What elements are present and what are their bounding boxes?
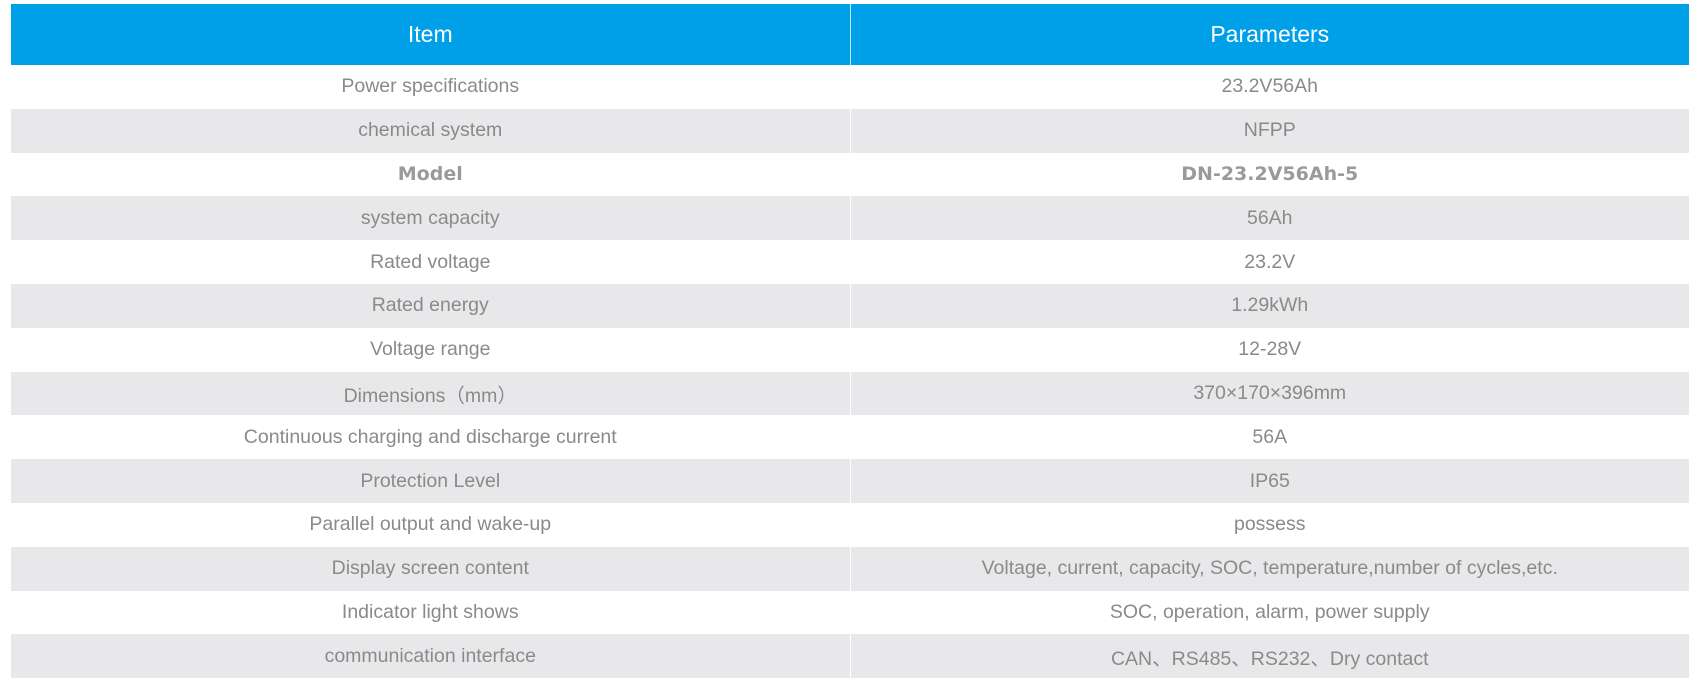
parameter-cell: DN-23.2V56Ah-5 xyxy=(849,152,1689,197)
table-row: Rated energy 1.29kWh xyxy=(11,283,1689,328)
parameter-cell: 56A xyxy=(849,415,1689,460)
parameter-cell: 1.29kWh xyxy=(849,283,1689,328)
item-cell: Parallel output and wake-up xyxy=(309,513,552,536)
item-cell: Rated energy xyxy=(11,283,850,328)
table-row: Rated voltage 23.2V xyxy=(11,240,1689,284)
item-cell: Indicator light shows xyxy=(341,600,519,623)
spec-table: Item Parameters Power specifications 23.2… xyxy=(11,4,1689,679)
table-row: Voltage range 12-28V xyxy=(11,327,1689,372)
item-cell: Power specifications xyxy=(341,75,520,98)
parameter-cell: IP65 xyxy=(849,459,1689,503)
parameter-cell: NFPP xyxy=(849,108,1689,153)
parameter-cell: 23.2V56Ah xyxy=(849,65,1689,109)
item-cell: Model xyxy=(397,163,463,186)
item-cell: Dimensions（mm） xyxy=(11,371,850,416)
parameter-cell: 370×170×396mm xyxy=(849,371,1689,416)
table-row: chemical system NFPP xyxy=(11,108,1689,153)
parameter-cell: possess xyxy=(849,502,1689,547)
table-row: communication interface CAN、RS485、RS232、D… xyxy=(11,634,1689,679)
parameter-cell: 12-28V xyxy=(849,327,1689,372)
parameter-cell: 56Ah xyxy=(849,196,1689,241)
table-row: Display screen content Voltage, current, … xyxy=(11,546,1689,591)
item-cell: Rated voltage xyxy=(370,250,491,273)
header-cell: Item xyxy=(11,4,850,65)
header-row: Item Parameters xyxy=(11,4,1689,65)
table-row: Continuous charging and discharge curren… xyxy=(11,415,1689,460)
header-cell: Parameters xyxy=(849,4,1689,65)
table-row: Indicator light shows SOC, operation, ala… xyxy=(11,590,1689,635)
table-row: Parallel output and wake-up possess xyxy=(11,502,1689,547)
table-row: Protection Level IP65 xyxy=(11,459,1689,503)
item-cell: system capacity xyxy=(11,196,850,241)
item-cell: Voltage range xyxy=(370,338,491,361)
table-row: system capacity 56Ah xyxy=(11,196,1689,241)
parameter-cell: Voltage, current, capacity, SOC, tempera… xyxy=(849,546,1689,591)
parameter-cell: CAN、RS485、RS232、Dry contact xyxy=(849,634,1689,679)
parameter-cell: SOC, operation, alarm, power supply xyxy=(849,590,1689,635)
item-cell: chemical system xyxy=(11,108,850,153)
item-cell: Continuous charging and discharge curren… xyxy=(243,425,617,448)
spec-table-wrapper: Item Parameters Power specifications 23.2… xyxy=(11,4,1689,679)
table-row: Dimensions（mm） 370×170×396mm xyxy=(11,371,1689,416)
table-header: Item Parameters xyxy=(11,4,1689,65)
parameter-cell: 23.2V xyxy=(849,240,1689,284)
item-cell: Protection Level xyxy=(11,459,850,503)
table-row: Power specifications 23.2V56Ah xyxy=(11,65,1689,109)
table-body: Power specifications 23.2V56Ah chemical sy… xyxy=(11,65,1689,679)
table-row: Model DN-23.2V56Ah-5 xyxy=(11,152,1689,197)
item-cell: Display screen content xyxy=(11,546,850,591)
item-cell: communication interface xyxy=(11,634,850,679)
